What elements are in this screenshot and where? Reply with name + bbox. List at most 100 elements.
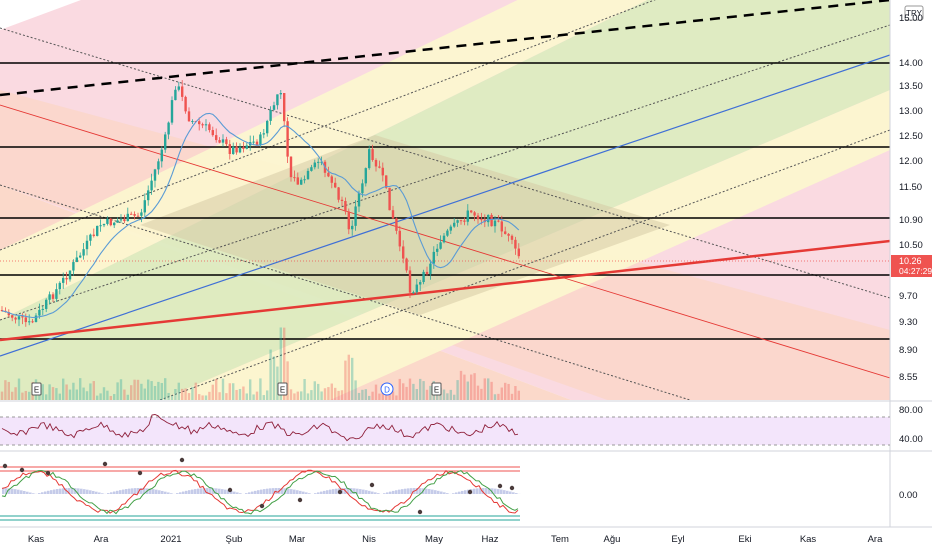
- candle-body[interactable]: [416, 285, 418, 293]
- candle-body[interactable]: [110, 219, 112, 225]
- candle-body[interactable]: [467, 211, 469, 222]
- candle-body[interactable]: [191, 121, 193, 122]
- candle-body[interactable]: [140, 212, 142, 215]
- candle-body[interactable]: [55, 289, 57, 299]
- candle-body[interactable]: [38, 310, 40, 316]
- candle-body[interactable]: [123, 219, 125, 221]
- earnings-marker[interactable]: E: [278, 383, 287, 395]
- candle-body[interactable]: [409, 270, 411, 292]
- candle-body[interactable]: [307, 171, 309, 179]
- candle-body[interactable]: [52, 294, 54, 299]
- candle-body[interactable]: [392, 210, 394, 218]
- candle-body[interactable]: [300, 180, 302, 185]
- candle-body[interactable]: [120, 219, 122, 220]
- price-axis[interactable]: TRY 15.00 14.00 13.50 13.00 12.50 12.00 …: [891, 6, 932, 383]
- candle-body[interactable]: [446, 231, 448, 236]
- candle-body[interactable]: [266, 121, 268, 133]
- candle-body[interactable]: [147, 190, 149, 200]
- candle-body[interactable]: [518, 249, 520, 257]
- candle-body[interactable]: [181, 86, 183, 96]
- candle-body[interactable]: [402, 246, 404, 258]
- candle-body[interactable]: [351, 226, 353, 229]
- candle-body[interactable]: [368, 149, 370, 168]
- oscillator-pane[interactable]: [0, 458, 521, 520]
- candle-body[interactable]: [276, 94, 278, 105]
- candle-body[interactable]: [331, 176, 333, 182]
- candle-body[interactable]: [89, 235, 91, 241]
- candle-body[interactable]: [504, 231, 506, 234]
- candle-body[interactable]: [222, 139, 224, 142]
- candle-body[interactable]: [426, 272, 428, 274]
- candle-body[interactable]: [269, 110, 271, 121]
- candle-body[interactable]: [42, 309, 44, 310]
- candle-body[interactable]: [198, 121, 200, 124]
- candle-body[interactable]: [497, 221, 499, 222]
- candle-body[interactable]: [164, 134, 166, 149]
- candle-body[interactable]: [334, 183, 336, 188]
- candle-body[interactable]: [93, 235, 95, 236]
- candle-body[interactable]: [470, 211, 472, 213]
- candle-body[interactable]: [473, 212, 475, 215]
- candle-body[interactable]: [501, 221, 503, 231]
- candle-body[interactable]: [86, 241, 88, 249]
- candle-body[interactable]: [82, 249, 84, 255]
- candle-body[interactable]: [487, 215, 489, 222]
- candle-body[interactable]: [18, 316, 20, 319]
- candle-body[interactable]: [361, 183, 363, 193]
- candle-body[interactable]: [79, 256, 81, 258]
- candle-body[interactable]: [382, 168, 384, 176]
- candle-body[interactable]: [327, 173, 329, 177]
- candle-body[interactable]: [375, 160, 377, 167]
- candle-body[interactable]: [218, 140, 220, 143]
- candle-body[interactable]: [62, 278, 64, 283]
- candle-body[interactable]: [388, 188, 390, 210]
- candle-body[interactable]: [443, 236, 445, 243]
- candle-body[interactable]: [252, 142, 254, 143]
- candle-body[interactable]: [103, 224, 105, 225]
- candle-body[interactable]: [456, 220, 458, 223]
- candle-body[interactable]: [354, 206, 356, 225]
- candle-body[interactable]: [99, 225, 101, 226]
- candle-body[interactable]: [429, 264, 431, 274]
- candle-body[interactable]: [235, 147, 237, 153]
- candle-body[interactable]: [348, 211, 350, 229]
- candle-body[interactable]: [69, 271, 71, 280]
- candle-body[interactable]: [232, 147, 234, 154]
- candle-body[interactable]: [293, 177, 295, 178]
- candle-body[interactable]: [303, 179, 305, 180]
- candle-body[interactable]: [167, 123, 169, 135]
- candle-body[interactable]: [59, 283, 61, 289]
- candle-body[interactable]: [477, 216, 479, 220]
- candle-body[interactable]: [242, 147, 244, 149]
- candle-body[interactable]: [178, 86, 180, 89]
- candle-body[interactable]: [150, 181, 152, 191]
- candle-body[interactable]: [365, 168, 367, 183]
- candle-body[interactable]: [433, 252, 435, 264]
- candle-body[interactable]: [436, 249, 438, 252]
- candle-body[interactable]: [273, 105, 275, 110]
- candle-body[interactable]: [371, 149, 373, 160]
- candle-body[interactable]: [171, 100, 173, 123]
- candle-body[interactable]: [399, 231, 401, 247]
- candle-body[interactable]: [439, 242, 441, 248]
- candle-body[interactable]: [511, 236, 513, 240]
- candle-body[interactable]: [344, 201, 346, 211]
- candle-body[interactable]: [215, 135, 217, 140]
- candle-body[interactable]: [259, 134, 261, 144]
- candle-body[interactable]: [106, 219, 108, 224]
- candle-body[interactable]: [480, 219, 482, 220]
- candle-body[interactable]: [514, 240, 516, 249]
- candle-body[interactable]: [14, 318, 16, 320]
- candle-body[interactable]: [28, 321, 30, 322]
- candle-body[interactable]: [45, 300, 47, 309]
- candle-body[interactable]: [358, 193, 360, 206]
- candle-body[interactable]: [450, 227, 452, 231]
- candle-body[interactable]: [144, 200, 146, 212]
- candle-body[interactable]: [314, 163, 316, 168]
- candle-body[interactable]: [405, 259, 407, 271]
- candle-body[interactable]: [378, 166, 380, 167]
- candle-body[interactable]: [65, 278, 67, 279]
- dividend-marker[interactable]: D: [381, 383, 393, 395]
- candle-body[interactable]: [48, 294, 50, 299]
